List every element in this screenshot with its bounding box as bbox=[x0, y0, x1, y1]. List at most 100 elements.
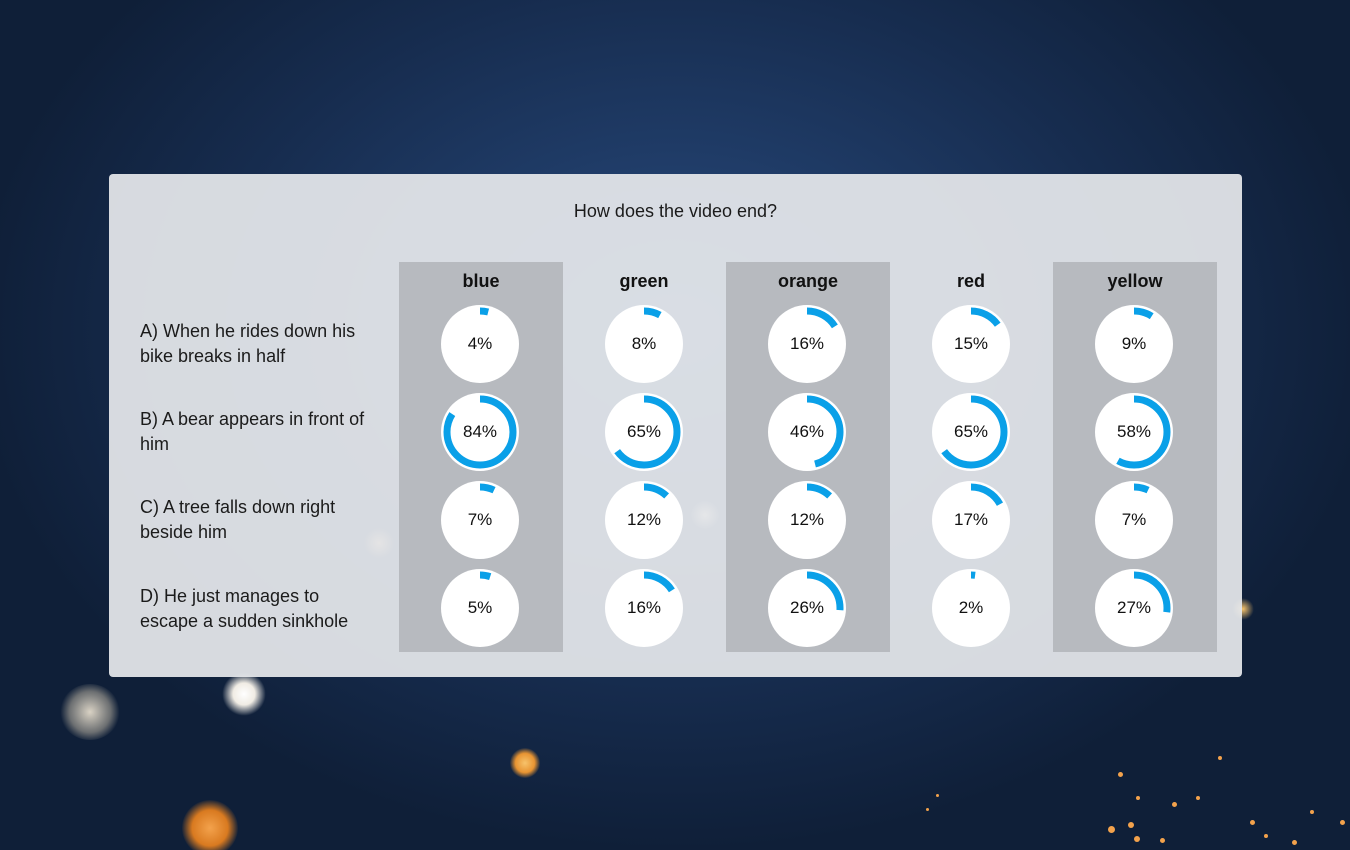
bokeh-light bbox=[510, 748, 540, 778]
donut-progress-arc bbox=[607, 307, 681, 381]
donut-ring bbox=[1095, 569, 1173, 647]
donut-percent-label: 65% bbox=[626, 422, 662, 441]
donut-percent-label: 4% bbox=[467, 334, 493, 353]
result-donut-a-green: 8% bbox=[605, 305, 683, 383]
poll-results-panel: How does the video end? blue green orang… bbox=[109, 174, 1242, 677]
result-donut-c-orange: 12% bbox=[768, 481, 846, 559]
answer-label-c: C) A tree falls down right beside him bbox=[140, 497, 336, 542]
donut-ring bbox=[768, 481, 846, 559]
column-header-green: green bbox=[619, 271, 669, 291]
donut-ring bbox=[605, 305, 683, 383]
donut-ring bbox=[1095, 481, 1173, 559]
donut-percent-label: 16% bbox=[626, 598, 662, 617]
donut-progress-arc bbox=[1097, 395, 1171, 469]
donut-percent-label: 17% bbox=[953, 510, 989, 529]
column-header-orange: orange bbox=[777, 271, 838, 291]
donut-percent-label: 8% bbox=[631, 334, 657, 353]
donut-progress-arc bbox=[770, 395, 844, 469]
spark bbox=[1292, 840, 1297, 845]
spark bbox=[1264, 834, 1268, 838]
donut-progress-arc bbox=[607, 483, 681, 557]
donut-progress-arc bbox=[934, 483, 1008, 557]
donut-progress-arc bbox=[1097, 307, 1171, 381]
donut-percent-label: 5% bbox=[467, 598, 493, 617]
donut-ring bbox=[441, 305, 519, 383]
donut-ring bbox=[605, 481, 683, 559]
result-donut-c-green: 12% bbox=[605, 481, 683, 559]
answer-label-d: D) He just manages to escape a sudden si… bbox=[140, 586, 349, 631]
donut-ring bbox=[768, 569, 846, 647]
donut-disc bbox=[605, 569, 683, 647]
column-header-red: red bbox=[956, 271, 985, 291]
donut-disc bbox=[605, 305, 683, 383]
donut-ring bbox=[605, 569, 683, 647]
spark bbox=[926, 808, 929, 811]
donut-percent-label: 12% bbox=[789, 510, 825, 529]
column-header-blue: blue bbox=[462, 271, 500, 291]
donut-disc bbox=[441, 393, 519, 471]
result-donut-b-blue: 84% bbox=[441, 393, 519, 471]
result-donut-d-orange: 26% bbox=[768, 569, 846, 647]
spark bbox=[1172, 802, 1177, 807]
donut-percent-label: 15% bbox=[953, 334, 989, 353]
donut-ring bbox=[932, 569, 1010, 647]
bokeh-light bbox=[60, 684, 120, 740]
donut-ring bbox=[441, 393, 519, 471]
donut-progress-arc bbox=[770, 483, 844, 557]
result-donut-a-orange: 16% bbox=[768, 305, 846, 383]
spark bbox=[936, 794, 939, 797]
donut-ring bbox=[768, 305, 846, 383]
donut-progress-arc bbox=[1097, 571, 1171, 645]
result-donut-d-yellow: 27% bbox=[1095, 569, 1173, 647]
spark bbox=[1218, 756, 1222, 760]
answer-label-b: B) A bear appears in front of him bbox=[140, 409, 365, 454]
donut-percent-label: 7% bbox=[1121, 510, 1147, 529]
donut-progress-arc bbox=[770, 571, 844, 645]
donut-ring bbox=[932, 481, 1010, 559]
donut-progress-arc bbox=[934, 395, 1008, 469]
donut-disc bbox=[932, 569, 1010, 647]
donut-percent-label: 46% bbox=[789, 422, 825, 441]
donut-disc bbox=[441, 305, 519, 383]
donut-ring bbox=[441, 569, 519, 647]
result-donut-a-blue: 4% bbox=[441, 305, 519, 383]
donut-disc bbox=[768, 481, 846, 559]
spark bbox=[1118, 772, 1123, 777]
donut-progress-arc bbox=[770, 307, 844, 381]
donut-disc bbox=[1095, 569, 1173, 647]
spark bbox=[1108, 826, 1115, 833]
donut-progress-arc bbox=[607, 571, 681, 645]
donut-ring bbox=[932, 305, 1010, 383]
donut-progress-arc bbox=[443, 395, 517, 469]
column-header-yellow: yellow bbox=[1107, 271, 1163, 291]
spark bbox=[1128, 822, 1134, 828]
spark bbox=[1250, 820, 1255, 825]
donut-ring bbox=[1095, 305, 1173, 383]
result-donut-b-orange: 46% bbox=[768, 393, 846, 471]
result-donut-c-blue: 7% bbox=[441, 481, 519, 559]
donut-progress-arc bbox=[443, 483, 517, 557]
donut-progress-arc bbox=[607, 395, 681, 469]
donut-ring bbox=[1095, 393, 1173, 471]
donut-disc bbox=[605, 481, 683, 559]
donut-disc bbox=[768, 305, 846, 383]
donut-disc bbox=[441, 481, 519, 559]
donut-percent-label: 27% bbox=[1116, 598, 1152, 617]
donut-disc bbox=[441, 569, 519, 647]
result-donut-c-yellow: 7% bbox=[1095, 481, 1173, 559]
donut-percent-label: 58% bbox=[1116, 422, 1152, 441]
result-donut-d-blue: 5% bbox=[441, 569, 519, 647]
donut-percent-label: 65% bbox=[953, 422, 989, 441]
donut-disc bbox=[768, 393, 846, 471]
donut-disc bbox=[932, 481, 1010, 559]
donut-percent-label: 16% bbox=[789, 334, 825, 353]
bokeh-light bbox=[182, 800, 238, 850]
donut-progress-arc bbox=[934, 307, 1008, 381]
donut-percent-label: 2% bbox=[958, 598, 984, 617]
donut-percent-label: 26% bbox=[789, 598, 825, 617]
spark bbox=[1134, 836, 1140, 842]
poll-question: How does the video end? bbox=[573, 201, 778, 221]
donut-progress-arc bbox=[1097, 483, 1171, 557]
donut-percent-label: 7% bbox=[467, 510, 493, 529]
